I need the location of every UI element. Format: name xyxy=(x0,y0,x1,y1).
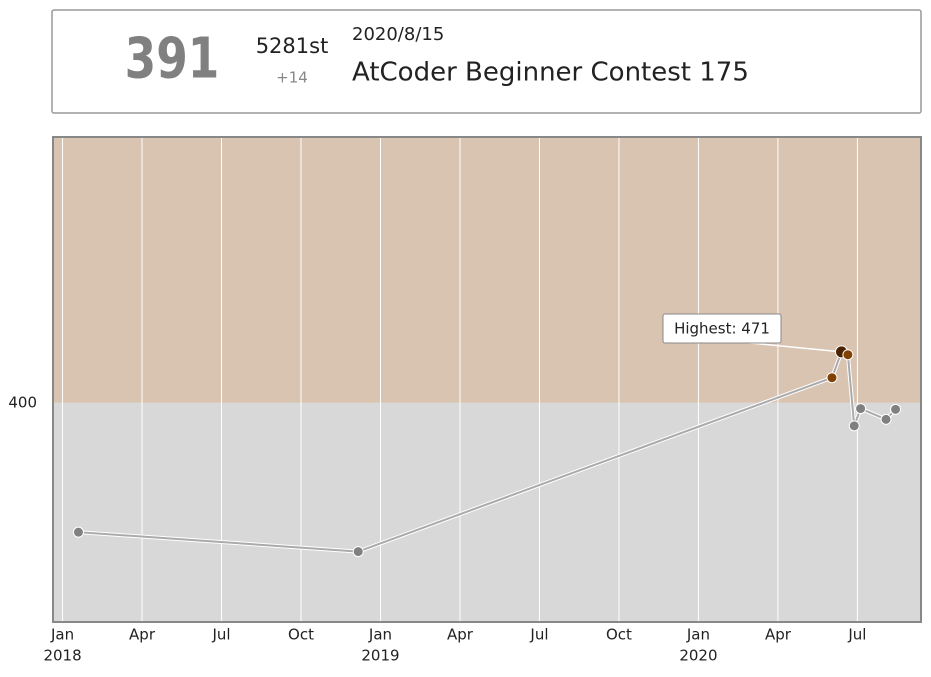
annotation-box xyxy=(662,313,782,344)
data-point xyxy=(880,413,892,425)
x-tick-label: Jul xyxy=(847,626,866,644)
x-tick-label: Jan xyxy=(50,626,74,644)
x-tick-label: Jul xyxy=(529,626,548,644)
x-year-label: 2020 xyxy=(679,647,717,665)
band-lower xyxy=(53,402,921,622)
x-tick-label: Apr xyxy=(765,626,792,644)
x-year-label: 2018 xyxy=(43,647,81,665)
plot-frame xyxy=(52,136,922,623)
x-tick-label: Jan xyxy=(368,626,392,644)
data-point xyxy=(855,403,867,415)
data-point xyxy=(842,349,854,361)
x-tick-label: Apr xyxy=(129,626,156,644)
y-tick-label: 400 xyxy=(8,393,37,411)
data-point xyxy=(826,372,838,384)
x-year-label: 2019 xyxy=(361,647,399,665)
x-tick-label: Apr xyxy=(447,626,474,644)
contest-name: AtCoder Beginner Contest 175 xyxy=(352,58,749,88)
header-box xyxy=(51,9,922,114)
rating-diff: +14 xyxy=(276,69,308,87)
data-point xyxy=(72,526,84,538)
rank: 5281st xyxy=(256,34,329,58)
rating: 391 xyxy=(125,26,220,91)
data-point xyxy=(890,403,902,415)
data-point xyxy=(848,420,860,432)
x-tick-label: Jul xyxy=(211,626,230,644)
data-point xyxy=(352,546,364,558)
x-tick-label: Jan xyxy=(686,626,710,644)
x-tick-label: Oct xyxy=(606,626,632,644)
contest-date: 2020/8/15 xyxy=(352,24,444,45)
annotation: Highest: 471 xyxy=(674,320,770,338)
x-tick-label: Oct xyxy=(288,626,314,644)
band-upper xyxy=(53,137,921,403)
